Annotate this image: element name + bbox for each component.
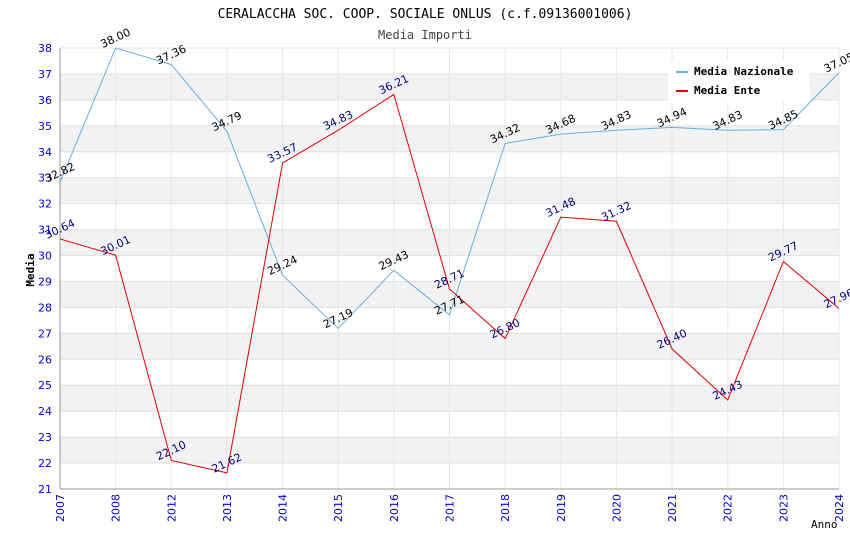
y-tick-label: 25 [38, 379, 52, 392]
legend-label-ente: Media Ente [694, 84, 761, 97]
y-tick-label: 33 [38, 172, 52, 185]
x-tick-label: 2012 [165, 494, 178, 522]
grid-lines [59, 47, 840, 490]
axes [59, 48, 839, 490]
y-tick-label: 28 [38, 301, 52, 314]
y-tick-label: 34 [38, 146, 52, 159]
legend-label-nazionale: Media Nazionale [694, 65, 794, 78]
x-tick-label: 2017 [444, 494, 457, 522]
y-tick-label: 29 [38, 275, 52, 288]
y-tick-label: 37 [38, 68, 52, 81]
x-tick-label: 2022 [722, 494, 735, 522]
y-tick-label: 21 [38, 483, 52, 496]
x-tick-label: 2014 [277, 494, 290, 522]
y-tick-label: 27 [38, 327, 52, 340]
y-tick-label: 35 [38, 120, 52, 133]
x-tick-label: 2007 [54, 494, 67, 522]
y-tick-label: 32 [38, 198, 52, 211]
legend: Media Nazionale Media Ente [668, 60, 810, 102]
y-tick-label: 26 [38, 353, 52, 366]
x-tick-label: 2021 [666, 494, 679, 522]
x-tick-label: 2015 [332, 494, 345, 522]
legend-box [668, 60, 810, 102]
x-tick-label: 2023 [777, 494, 790, 522]
series-line-ente [59, 93, 840, 474]
series-line-nazionale [59, 47, 840, 330]
y-tick-labels: 21 22 23 24 25 26 27 28 29 30 31 32 33 34 35 36 37 38 [38, 42, 52, 496]
chart-subtitle: Media Importi [378, 28, 472, 42]
x-tick-labels: 2007 2008 2012 2013 2014 2015 2016 2017 2018 2019… [54, 494, 846, 522]
y-tick-label: 23 [38, 431, 52, 444]
y-tick-label: 30 [38, 250, 52, 263]
y-tick-label: 22 [38, 457, 52, 470]
y-tick-label: 38 [38, 42, 52, 55]
x-tick-label: 2008 [110, 494, 123, 522]
x-tick-label: 2024 [833, 494, 846, 522]
y-tick-label: 24 [38, 405, 52, 418]
x-tick-label: 2020 [610, 494, 623, 522]
x-tick-label: 2016 [388, 494, 401, 522]
y-axis-label: Media [24, 253, 37, 286]
series-lines [59, 47, 840, 474]
y-tick-label: 31 [38, 224, 52, 237]
x-tick-label: 2018 [499, 494, 512, 522]
x-tick-label: 2019 [555, 494, 568, 522]
data-label: 38.00 [99, 26, 133, 51]
x-axis-label: Anno [811, 518, 838, 531]
data-label: 37.05 [822, 50, 850, 75]
chart-title: CERALACCHA SOC. COOP. SOCIALE ONLUS (c.f… [218, 7, 633, 22]
y-tick-label: 36 [38, 94, 52, 107]
x-tick-label: 2013 [221, 494, 234, 522]
